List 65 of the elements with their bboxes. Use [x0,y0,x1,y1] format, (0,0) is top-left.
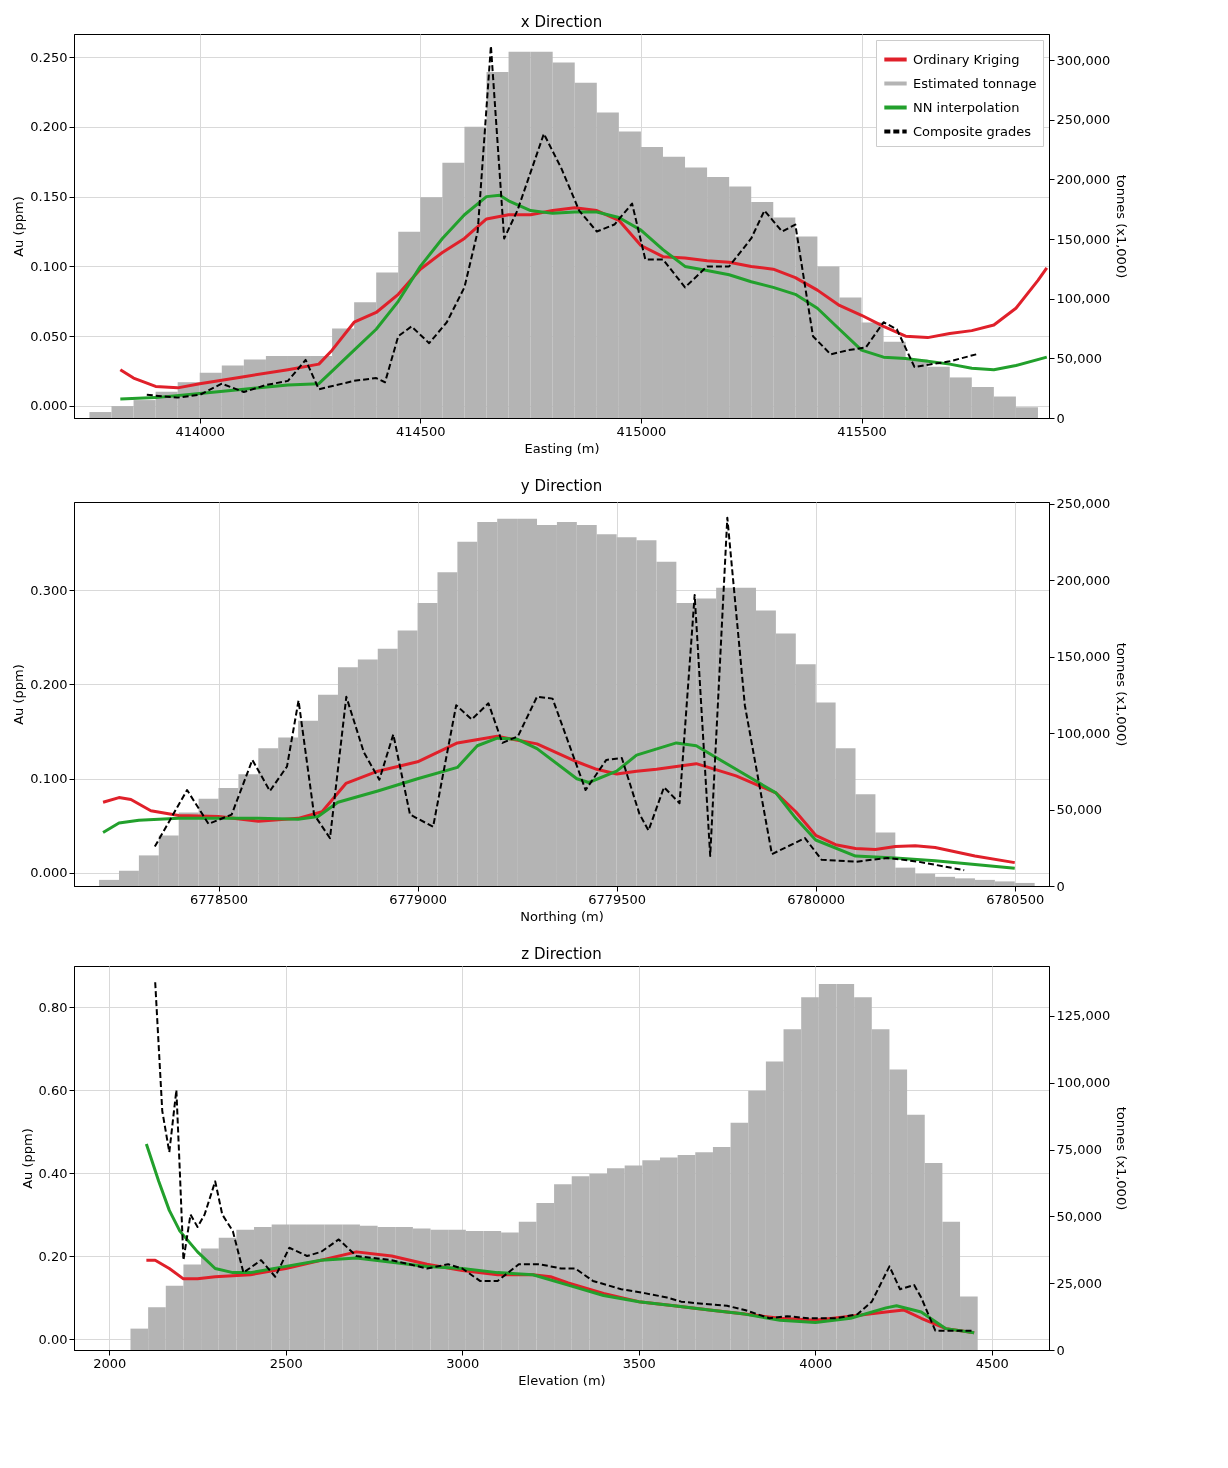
y-tick-label: 0.300 [30,582,68,598]
y2-tick-label: 150,000 [1056,231,1111,247]
y-axis-title: Au (ppm) [19,1128,35,1189]
y-axis-title: Au (ppm) [11,664,27,725]
y-tick-label: 0.60 [38,1082,68,1098]
y2-tick-label: 50,000 [1056,1208,1102,1224]
y2-tick-label: 75,000 [1056,1142,1102,1158]
x-tick-label: 4000 [799,1355,833,1371]
y2-tick-label: 200,000 [1056,171,1111,187]
x-axis-title: Elevation (m) [518,1372,606,1388]
y2-axis-title: tonnes (x1,000) [1114,174,1130,279]
x-tick-label: 3500 [622,1355,656,1371]
y-tick-label: 0.250 [30,49,68,65]
y2-axis-title: tonnes (x1,000) [1114,642,1130,747]
y-tick-label: 0.000 [30,865,68,881]
y2-tick-label: 50,000 [1056,802,1102,818]
x-tick-label: 415500 [837,423,887,439]
y2-tick-label: 50,000 [1056,350,1102,366]
y2-tick-label: 250,000 [1056,496,1111,512]
legend-label: NN interpolation [913,99,1020,115]
y2-tick-label: 100,000 [1056,291,1111,307]
y2-axis-title: tonnes (x1,000) [1114,1106,1130,1211]
x-axis-title: Northing (m) [520,908,604,924]
y-tick-label: 0.80 [38,999,68,1015]
y-tick-label: 0.100 [30,771,68,787]
y2-tick-label: 300,000 [1056,52,1111,68]
y-tick-label: 0.000 [30,398,68,414]
y-tick-label: 0.100 [30,258,68,274]
y2-tick-label: 25,000 [1056,1275,1102,1291]
y-tick-label: 0.20 [38,1248,68,1264]
y2-tick-label: 150,000 [1056,649,1111,665]
x-tick-label: 6778500 [190,891,248,907]
y-tick-label: 0.150 [30,189,68,205]
y2-tick-label: 100,000 [1056,725,1111,741]
legend-label: Composite grades [913,123,1032,139]
y2-tick-label: 100,000 [1056,1075,1111,1091]
y-tick-label: 0.200 [30,119,68,135]
y-tick-label: 0.00 [38,1331,68,1347]
y2-tick-label: 0 [1056,1342,1065,1358]
x-tick-label: 415000 [616,423,667,439]
y-axis-title: Au (ppm) [11,196,27,257]
y2-tick-label: 0 [1056,410,1065,426]
x-tick-label: 6779000 [389,891,448,907]
chart-title: y Direction [520,476,603,495]
y2-tick-label: 0 [1056,878,1065,894]
x-axis-title: Easting (m) [524,440,600,456]
x-tick-label: 3000 [446,1355,480,1371]
x-tick-label: 6780000 [787,891,846,907]
y2-tick-label: 200,000 [1056,572,1111,588]
chart-title: x Direction [520,13,603,31]
x-tick-label: 414500 [396,423,446,439]
x-tick-label: 2500 [269,1355,303,1371]
x-tick-label: 2000 [93,1355,127,1371]
y-tick-label: 0.050 [30,328,68,344]
x-tick-label: 4500 [975,1355,1009,1371]
y-tick-label: 0.200 [30,676,68,692]
y2-tick-label: 125,000 [1056,1008,1111,1024]
chart-title: z Direction [521,945,602,963]
y-tick-label: 0.40 [38,1165,68,1181]
x-tick-label: 414000 [175,423,226,439]
x-tick-label: 6779500 [588,891,647,907]
y2-tick-label: 250,000 [1056,112,1111,128]
x-tick-label: 6780500 [986,891,1045,907]
legend-label: Ordinary Kriging [913,51,1020,67]
legend-label: Estimated tonnage [913,75,1037,91]
